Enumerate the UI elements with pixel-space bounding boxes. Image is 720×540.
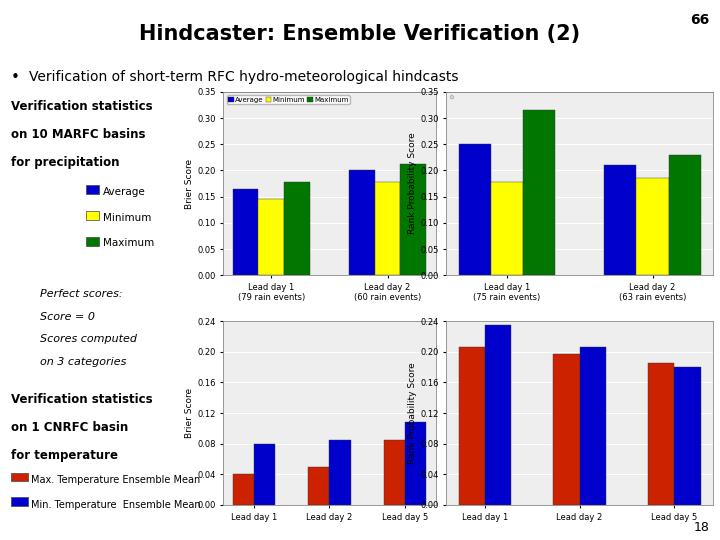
Bar	[669, 155, 701, 275]
Text: Min. Temperature  Ensemble Mean: Min. Temperature Ensemble Mean	[31, 500, 201, 510]
Text: on 1 CNRFC basin: on 1 CNRFC basin	[11, 421, 128, 434]
Text: on 3 categories: on 3 categories	[40, 357, 126, 367]
Text: Minimum: Minimum	[103, 213, 151, 222]
Text: Verification statistics: Verification statistics	[11, 393, 153, 406]
Bar	[459, 144, 490, 275]
Text: for precipitation: for precipitation	[11, 156, 120, 169]
Text: Verification of short-term RFC hydro-meteorological hindcasts: Verification of short-term RFC hydro-met…	[29, 70, 459, 84]
Bar	[308, 467, 329, 505]
Text: Scores computed: Scores computed	[40, 334, 137, 345]
Legend: Average, Minimum, Maximum: Average, Minimum, Maximum	[227, 95, 350, 104]
Text: Maximum: Maximum	[103, 239, 154, 248]
Text: Score = 0: Score = 0	[40, 312, 94, 322]
Text: for temperature: for temperature	[11, 449, 118, 462]
Bar	[459, 347, 485, 505]
Text: Max. Temperature Ensemble Mean: Max. Temperature Ensemble Mean	[31, 475, 200, 485]
Bar	[580, 347, 606, 505]
Y-axis label: Brier Score: Brier Score	[185, 159, 194, 208]
Y-axis label: Rank Probability Score: Rank Probability Score	[408, 362, 418, 464]
Bar	[405, 422, 426, 505]
Text: Verification statistics: Verification statistics	[11, 100, 153, 113]
Bar	[400, 164, 426, 275]
Bar	[523, 110, 555, 275]
Text: •: •	[11, 70, 19, 85]
Bar	[349, 171, 375, 275]
Bar	[553, 354, 580, 505]
Bar	[284, 182, 310, 275]
Text: on 10 MARFC basins: on 10 MARFC basins	[11, 128, 145, 141]
Bar	[258, 199, 284, 275]
Bar	[674, 367, 701, 505]
Text: Hindcaster: Ensemble Verification (2): Hindcaster: Ensemble Verification (2)	[140, 24, 580, 44]
Bar	[485, 325, 511, 505]
Bar	[490, 182, 523, 275]
Bar	[384, 440, 405, 505]
Bar	[375, 182, 400, 275]
Bar	[636, 178, 669, 275]
Text: 18: 18	[693, 521, 709, 534]
Bar	[604, 165, 636, 275]
Text: Average: Average	[103, 187, 145, 197]
Text: 66: 66	[690, 14, 709, 28]
Y-axis label: Rank Probability Score: Rank Probability Score	[408, 133, 418, 234]
Bar	[233, 474, 254, 505]
Bar	[329, 440, 351, 505]
Bar	[233, 189, 258, 275]
Text: Perfect scores:: Perfect scores:	[40, 289, 122, 299]
Y-axis label: Brier Score: Brier Score	[185, 388, 194, 438]
Legend: 	[450, 95, 453, 98]
Bar	[648, 363, 674, 505]
Bar	[254, 444, 275, 505]
